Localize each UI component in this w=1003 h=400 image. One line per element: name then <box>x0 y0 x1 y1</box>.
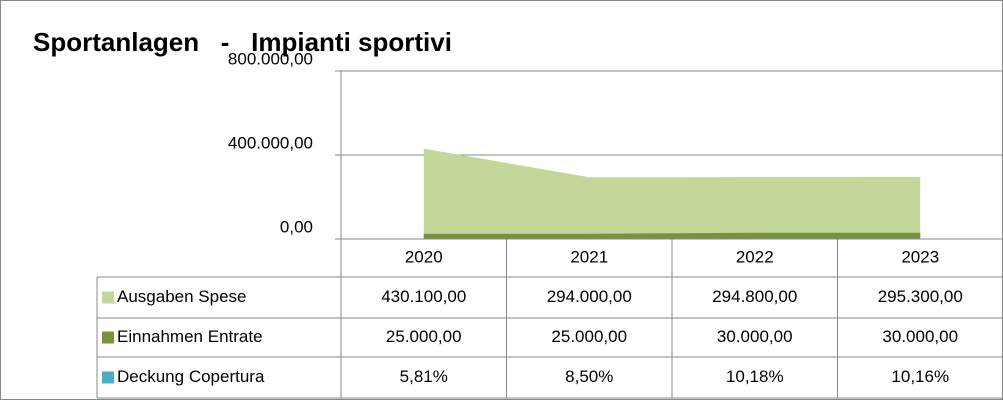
table-value: 30.000,00 <box>717 327 793 346</box>
area <box>423 148 921 239</box>
legend-swatch <box>102 331 114 344</box>
y-tick-label: 400.000,00 <box>228 133 313 152</box>
table-value: 10,16% <box>891 367 949 386</box>
table-value: 10,18% <box>726 367 784 386</box>
table-value: 30.000,00 <box>882 327 958 346</box>
chart-title: Sportanlagen - Impianti sportivi <box>33 27 452 57</box>
table-value: 294.000,00 <box>547 287 632 306</box>
legend-label: Ausgaben Spese <box>117 287 247 306</box>
x-tick-label: 2020 <box>405 247 443 266</box>
table-value: 8,50% <box>565 367 613 386</box>
area <box>423 232 921 239</box>
legend-swatch <box>102 291 114 304</box>
table-value: 25.000,00 <box>386 327 462 346</box>
y-tick-label: 0,00 <box>280 217 313 236</box>
legend-label: Deckung Copertura <box>117 367 265 386</box>
y-tick-label: 800.000,00 <box>228 49 313 68</box>
table-value: 5,81% <box>400 367 448 386</box>
x-tick-label: 2023 <box>901 247 939 266</box>
legend-swatch <box>102 371 114 384</box>
legend-label: Einnahmen Entrate <box>117 327 263 346</box>
x-tick-label: 2021 <box>570 247 608 266</box>
table-value: 430.100,00 <box>381 287 466 306</box>
table-value: 295.300,00 <box>878 287 963 306</box>
x-tick-label: 2022 <box>736 247 774 266</box>
table-value: 25.000,00 <box>551 327 627 346</box>
table-value: 294.800,00 <box>712 287 797 306</box>
